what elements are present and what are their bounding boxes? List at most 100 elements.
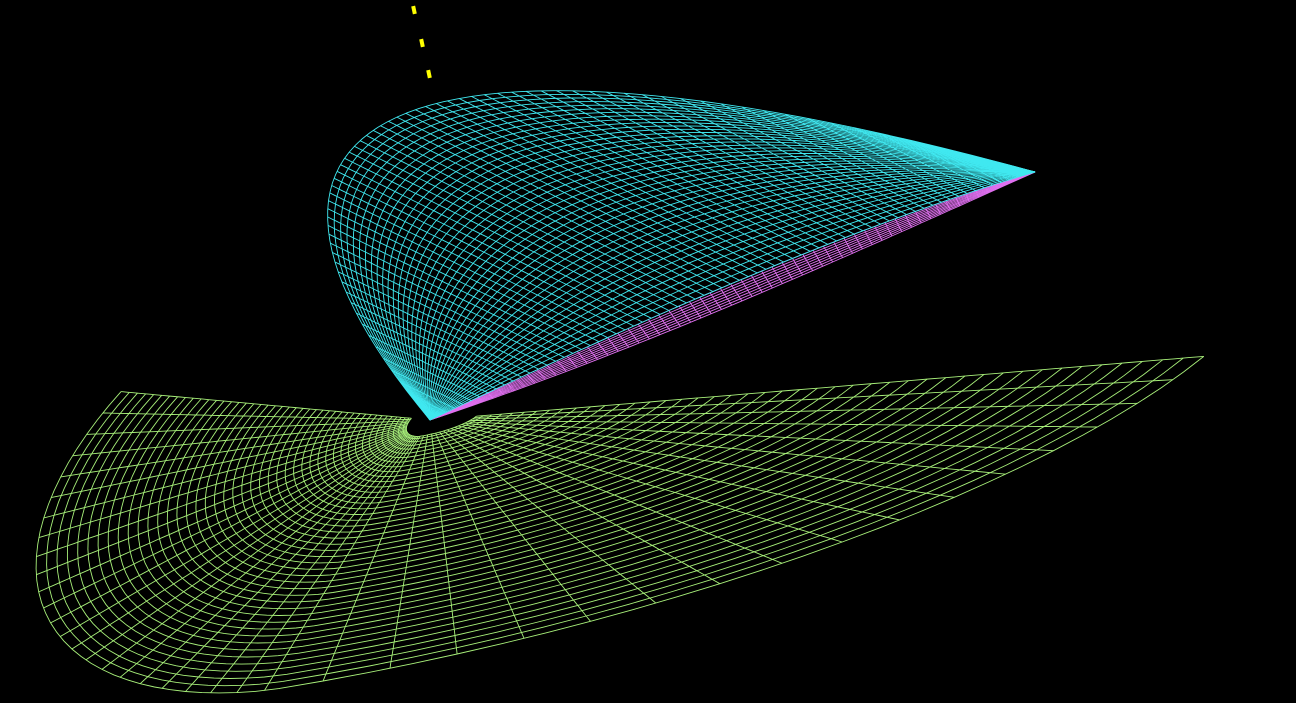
- upper-grid-line: [429, 171, 1036, 421]
- upper-grid-line: [352, 104, 1036, 421]
- ground-grid-line: [347, 406, 591, 478]
- ground-grid-line: [72, 421, 409, 457]
- upper-grid-line: [429, 164, 1036, 421]
- upper-grid-line: [382, 122, 1036, 421]
- probe-marker: [411, 5, 417, 15]
- ground-grid-line: [322, 435, 425, 682]
- ground-grid-line: [38, 429, 407, 593]
- ground-grid-line: [137, 372, 1004, 623]
- upper-grid-line: [364, 111, 1036, 421]
- upper-grid-line: [429, 169, 1036, 421]
- lower-grid-line: [429, 171, 1036, 421]
- upper-grid-line: [429, 171, 1036, 421]
- ground-plane-mesh: [35, 355, 1205, 694]
- upper-grid-line: [333, 93, 1036, 421]
- upper-grid-line: [429, 171, 1036, 421]
- ground-grid-line: [398, 414, 492, 443]
- upper-grid-line: [428, 158, 1036, 421]
- upper-grid-line: [429, 171, 1036, 421]
- ground-grid-line: [443, 430, 657, 604]
- lower-grid-line: [429, 171, 1036, 421]
- ground-grid-line: [117, 369, 1043, 637]
- upper-grid-line: [429, 166, 1036, 421]
- lower-grid-line: [429, 171, 1036, 421]
- upper-grid-line: [392, 128, 1036, 421]
- upper-grid-line: [397, 132, 1036, 421]
- ground-grid-line: [232, 387, 818, 558]
- ground-grid-line: [186, 380, 909, 590]
- ground-grid-line: [393, 413, 503, 446]
- upper-grid-line: [415, 144, 1036, 421]
- lower-grid-line: [429, 171, 1036, 421]
- ground-grid-line: [107, 367, 1063, 644]
- upper-grid-line: [429, 160, 1036, 421]
- upper-grid-line: [429, 171, 1036, 421]
- upper-grid-line: [411, 141, 1036, 421]
- ground-grid-line: [387, 412, 513, 450]
- upper-grid-line: [426, 155, 1036, 421]
- ground-grid-line: [43, 425, 407, 519]
- ground-grid-line: [97, 366, 1083, 651]
- upper-grid-line: [429, 168, 1036, 421]
- upper-grid-line: [340, 97, 1036, 421]
- upper-grid-line: [429, 171, 1036, 421]
- wing-lower-surface-mesh: [429, 171, 1036, 421]
- upper-grid-line: [402, 135, 1036, 421]
- ground-grid-line: [250, 390, 783, 545]
- ground-grid-line: [340, 405, 606, 483]
- ground-grid-line: [147, 374, 985, 616]
- probe-marker: [419, 38, 425, 48]
- probe-markers: [411, 5, 432, 79]
- ground-grid-line: [284, 396, 715, 521]
- wing-upper-surface-mesh: [327, 90, 1036, 421]
- ground-grid-line: [35, 356, 1205, 694]
- ground-grid-line: [195, 381, 891, 583]
- ground-grid-line: [66, 361, 1143, 672]
- ground-grid-line: [210, 436, 418, 694]
- ground-grid-line: [157, 375, 966, 610]
- upper-grid-line: [429, 171, 1036, 421]
- ground-grid-line: [223, 386, 836, 564]
- upper-grid-line: [429, 171, 1036, 421]
- upper-grid-line: [429, 171, 1036, 421]
- ground-grid-line: [325, 402, 636, 493]
- upper-grid-line: [418, 147, 1036, 421]
- ground-grid-line: [101, 434, 411, 670]
- ground-grid-line: [332, 404, 621, 488]
- upper-grid-line: [407, 138, 1036, 421]
- upper-grid-line: [424, 153, 1036, 421]
- ground-grid-line: [267, 393, 749, 533]
- ground-grid-line: [402, 415, 484, 440]
- upper-grid-line: [429, 162, 1036, 421]
- ground-grid-line: [276, 394, 732, 527]
- ground-grid-line: [87, 364, 1103, 658]
- upper-grid-line: [429, 171, 1036, 421]
- ground-grid-line: [317, 401, 651, 499]
- ground-grid-line: [176, 378, 928, 596]
- upper-grid-line: [359, 108, 1036, 421]
- ground-grid-line: [46, 357, 1184, 687]
- ground-grid-line: [474, 379, 1173, 419]
- ground-grid-line: [56, 359, 1163, 679]
- upper-grid-line: [429, 171, 1036, 421]
- upper-grid-line: [387, 125, 1036, 421]
- ground-grid-line: [375, 410, 537, 459]
- lower-grid-line: [429, 171, 1036, 421]
- ground-grid-line: [405, 415, 477, 437]
- ground-grid-line: [241, 389, 800, 551]
- ground-grid-line: [354, 407, 577, 473]
- ground-grid-line: [127, 370, 1024, 630]
- lower-grid-line: [429, 171, 1036, 421]
- ground-grid-line: [204, 383, 872, 577]
- upper-grid-line: [421, 150, 1036, 421]
- ground-grid-line: [77, 362, 1123, 665]
- ground-grid-line: [381, 411, 525, 454]
- ground-grid-line: [166, 377, 947, 603]
- upper-grid-line: [429, 171, 1036, 421]
- ground-grid-line: [301, 398, 683, 510]
- upper-grid-line: [429, 170, 1036, 421]
- ground-grid-line: [214, 384, 854, 570]
- upper-grid-line: [376, 118, 1036, 421]
- upper-grid-line: [327, 90, 1036, 421]
